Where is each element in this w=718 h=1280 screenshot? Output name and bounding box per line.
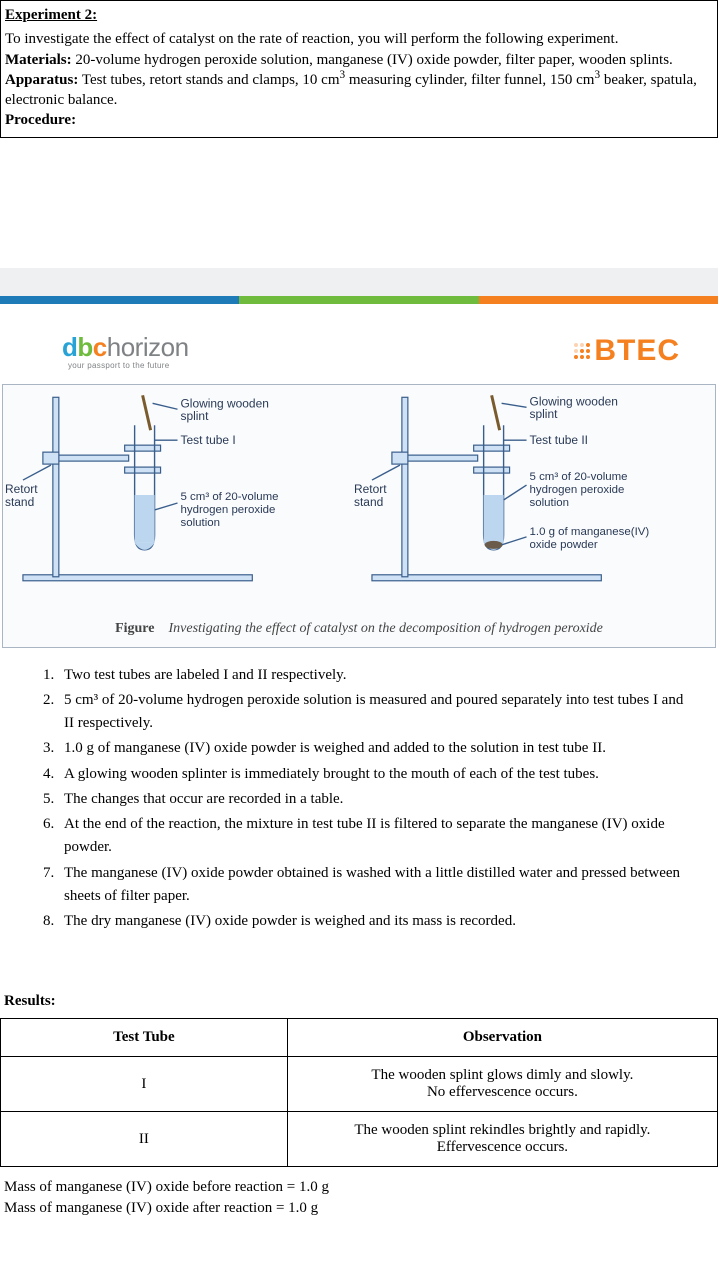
- experiment-figure: Glowing wooden splint Test tube I 5 cm³ …: [2, 384, 716, 648]
- procedure-step: The dry manganese (IV) oxide powder is w…: [58, 910, 690, 933]
- procedure-step: The changes that occur are recorded in a…: [58, 788, 690, 811]
- materials-line: Materials: 20-volume hydrogen peroxide s…: [5, 50, 711, 70]
- svg-text:Test tube II: Test tube II: [530, 433, 588, 447]
- svg-text:solution: solution: [181, 516, 220, 528]
- results-table: Test Tube Observation I The wooden splin…: [0, 1018, 718, 1167]
- color-bar: [0, 296, 718, 304]
- svg-text:hydrogen peroxide: hydrogen peroxide: [181, 503, 276, 515]
- svg-text:5 cm³ of 20-volume: 5 cm³ of 20-volume: [530, 471, 628, 483]
- table-header-row: Test Tube Observation: [1, 1019, 718, 1057]
- logo-row: dbchorizon your passport to the future B…: [0, 304, 718, 384]
- procedure-step: At the end of the reaction, the mixture …: [58, 813, 690, 860]
- results-heading: Results:: [0, 945, 718, 1018]
- procedure-steps: Two test tubes are labeled I and II resp…: [0, 648, 718, 946]
- svg-text:stand: stand: [5, 494, 34, 508]
- procedure-step: 5 cm³ of 20-volume hydrogen peroxide sol…: [58, 689, 690, 736]
- header-gray-band: [0, 268, 718, 296]
- svg-text:Retort: Retort: [5, 482, 38, 496]
- svg-text:splint: splint: [530, 407, 559, 421]
- apparatus-line: Apparatus: Test tubes, retort stands and…: [5, 70, 711, 111]
- materials-text: 20-volume hydrogen peroxide solution, ma…: [72, 52, 673, 68]
- table-row: II The wooden splint rekindles brightly …: [1, 1112, 718, 1167]
- procedure-step: 1.0 g of manganese (IV) oxide powder is …: [58, 737, 690, 760]
- svg-text:1.0 g of manganese(IV): 1.0 g of manganese(IV): [530, 525, 650, 537]
- mass-before: Mass of manganese (IV) oxide before reac…: [4, 1177, 718, 1198]
- apparatus-label: Apparatus:: [5, 72, 78, 88]
- col-observation: Observation: [287, 1019, 717, 1057]
- svg-text:Retort: Retort: [354, 482, 387, 496]
- spacer: [0, 138, 718, 268]
- procedure-step: The manganese (IV) oxide powder obtained…: [58, 862, 690, 909]
- btec-dots-icon: [574, 343, 590, 359]
- figure-caption: Figure Investigating the effect of catal…: [3, 615, 715, 647]
- col-test-tube: Test Tube: [1, 1019, 288, 1057]
- svg-text:splint: splint: [181, 409, 210, 423]
- svg-text:solution: solution: [530, 496, 569, 508]
- procedure-step: A glowing wooden splinter is immediately…: [58, 763, 690, 786]
- btec-logo: BTEC: [574, 334, 680, 368]
- materials-label: Materials:: [5, 52, 72, 68]
- mass-after: Mass of manganese (IV) oxide after react…: [4, 1198, 718, 1219]
- procedure-step: Two test tubes are labeled I and II resp…: [58, 664, 690, 687]
- mass-results: Mass of manganese (IV) oxide before reac…: [0, 1167, 718, 1219]
- svg-text:stand: stand: [354, 494, 383, 508]
- svg-text:Glowing wooden: Glowing wooden: [181, 396, 269, 410]
- svg-text:hydrogen peroxide: hydrogen peroxide: [530, 484, 625, 496]
- svg-text:5 cm³ of 20-volume: 5 cm³ of 20-volume: [181, 491, 279, 503]
- svg-text:oxide powder: oxide powder: [530, 538, 598, 550]
- procedure-label: Procedure:: [5, 110, 711, 130]
- experiment-title: Experiment 2:: [5, 5, 711, 25]
- svg-text:Test tube I: Test tube I: [181, 433, 236, 447]
- svg-text:Glowing wooden: Glowing wooden: [530, 394, 618, 408]
- experiment-header-box: Experiment 2: To investigate the effect …: [0, 0, 718, 138]
- dbc-horizon-logo: dbchorizon your passport to the future: [62, 332, 189, 370]
- table-row: I The wooden splint glows dimly and slow…: [1, 1057, 718, 1112]
- intro-text: To investigate the effect of catalyst on…: [5, 29, 711, 49]
- apparatus-diagram: Glowing wooden splint Test tube I 5 cm³ …: [3, 385, 715, 615]
